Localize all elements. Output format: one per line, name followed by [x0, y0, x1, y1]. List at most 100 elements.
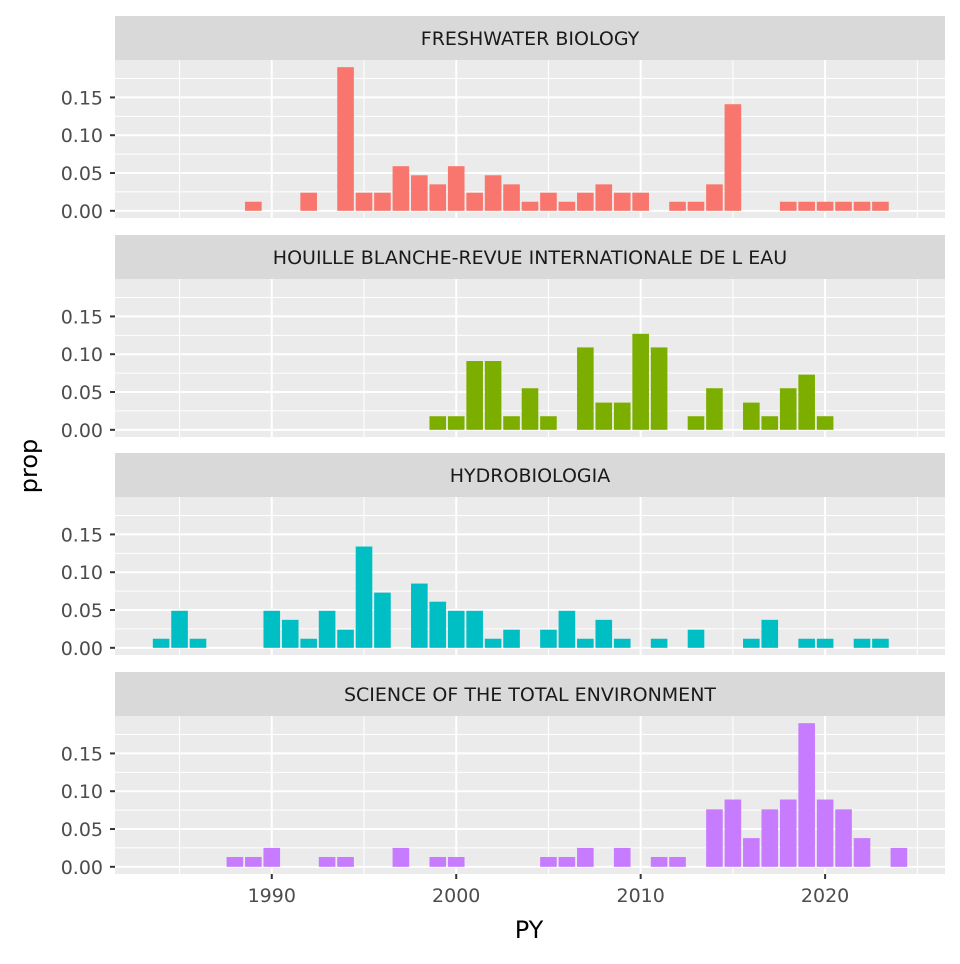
- bar: [392, 847, 410, 867]
- y-tick-label: 0.00: [61, 638, 103, 660]
- bar: [558, 856, 576, 867]
- bar: [743, 638, 760, 648]
- bar: [890, 847, 908, 867]
- bar: [724, 799, 742, 867]
- bar: [540, 416, 557, 430]
- facet-strip: [115, 672, 945, 716]
- bar: [484, 175, 502, 211]
- bar: [779, 388, 797, 430]
- bar: [392, 166, 410, 211]
- bar: [761, 416, 779, 430]
- x-tick-label: 2000: [432, 885, 480, 907]
- bar: [466, 361, 483, 430]
- bar: [872, 201, 889, 211]
- panel-background: [115, 60, 945, 218]
- bar: [447, 856, 465, 867]
- bar: [632, 333, 649, 430]
- bar: [577, 638, 594, 648]
- bar: [613, 402, 631, 430]
- bar: [816, 799, 834, 867]
- bar: [558, 610, 576, 648]
- bar: [337, 67, 354, 211]
- bar: [318, 610, 336, 648]
- bar: [761, 619, 779, 648]
- facets: FRESHWATER BIOLOGY 0.00 0.05 0.10 0.15 HOUILL…: [61, 16, 945, 879]
- bar: [743, 838, 760, 867]
- bar: [724, 104, 742, 211]
- bar: [503, 629, 520, 648]
- bar: [613, 638, 631, 648]
- bar: [171, 610, 188, 648]
- facet-strip-label: SCIENCE OF THE TOTAL ENVIRONMENT: [344, 684, 716, 706]
- bar: [650, 856, 668, 867]
- bar: [853, 638, 871, 648]
- y-tick-label: 0.05: [61, 163, 103, 185]
- bar: [245, 856, 262, 867]
- bar: [503, 416, 520, 430]
- y-tick-label: 0.15: [61, 306, 103, 328]
- bar: [540, 192, 557, 211]
- bar: [429, 184, 447, 211]
- y-tick-label: 0.00: [61, 857, 103, 879]
- bar: [595, 184, 613, 211]
- bar: [798, 638, 815, 648]
- facet-panel: HOUILLE BLANCHE-REVUE INTERNATIONALE DE …: [61, 235, 945, 442]
- bar: [577, 347, 594, 430]
- bar: [798, 201, 815, 211]
- facet-strip: [115, 453, 945, 497]
- bar: [540, 856, 557, 867]
- bar: [484, 638, 502, 648]
- bar: [189, 638, 207, 648]
- bar: [779, 201, 797, 211]
- bar: [835, 809, 852, 867]
- bar: [337, 856, 354, 867]
- bar: [816, 201, 834, 211]
- bar: [152, 638, 170, 648]
- bar: [263, 610, 281, 648]
- y-tick-label: 0.10: [61, 125, 103, 147]
- bar: [466, 192, 483, 211]
- bar: [872, 638, 889, 648]
- bar: [226, 856, 244, 867]
- bar: [669, 201, 686, 211]
- bar: [429, 416, 447, 430]
- bar: [853, 201, 871, 211]
- y-tick-label: 0.00: [61, 201, 103, 223]
- x-axis-title: PY: [515, 916, 544, 944]
- y-tick-label: 0.15: [61, 524, 103, 546]
- bar: [337, 629, 354, 648]
- bar: [650, 638, 668, 648]
- bar: [466, 610, 483, 648]
- x-tick-label: 1990: [248, 885, 296, 907]
- y-tick-label: 0.00: [61, 420, 103, 442]
- bar: [798, 723, 815, 867]
- bar: [687, 201, 705, 211]
- bar: [429, 601, 447, 648]
- bar: [447, 416, 465, 430]
- bar: [318, 856, 336, 867]
- bar: [613, 192, 631, 211]
- bar: [632, 192, 649, 211]
- facet-strip: [115, 235, 945, 279]
- facet-strip-label: FRESHWATER BIOLOGY: [421, 28, 640, 50]
- bar: [687, 416, 705, 430]
- x-tick-label: 2020: [801, 885, 849, 907]
- bar: [411, 175, 428, 211]
- bar: [779, 799, 797, 867]
- facet-strip-label: HOUILLE BLANCHE-REVUE INTERNATIONALE DE …: [273, 247, 787, 269]
- bar: [374, 192, 391, 211]
- facet-panel: HYDROBIOLOGIA 0.00 0.05 0.10 0.15: [61, 453, 945, 660]
- bar: [521, 201, 539, 211]
- y-tick-label: 0.10: [61, 562, 103, 584]
- bar: [429, 856, 447, 867]
- bar: [669, 856, 686, 867]
- bar: [503, 184, 520, 211]
- bar: [687, 629, 705, 648]
- bar: [706, 184, 723, 211]
- bar: [816, 638, 834, 648]
- bar: [355, 546, 373, 648]
- bar: [835, 201, 852, 211]
- x-tick-label: 2010: [616, 885, 664, 907]
- bar: [595, 619, 613, 648]
